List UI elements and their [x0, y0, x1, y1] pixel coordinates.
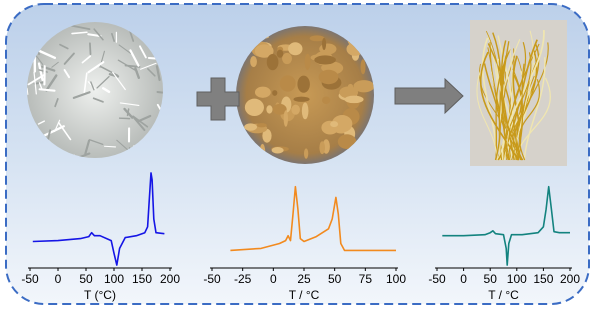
powder-lump: [250, 56, 257, 67]
x-tick-label: 150: [533, 272, 553, 286]
x-tick-label: 150: [132, 272, 152, 286]
x-tick-label: 100: [386, 272, 406, 286]
powder-lump: [353, 80, 374, 92]
powder-lump: [257, 123, 267, 127]
x-tick-label: 50: [79, 272, 93, 286]
powder-lump: [319, 141, 325, 154]
powder-lump: [319, 44, 336, 55]
crystal: [40, 89, 55, 90]
x-tick-label: 200: [560, 272, 580, 286]
x-tick-label: 75: [359, 272, 373, 286]
powder-lump: [319, 70, 339, 84]
x-tick-label: 200: [160, 272, 180, 286]
powder-lump: [314, 55, 336, 64]
powder-lump: [297, 76, 309, 93]
powder-lump: [302, 103, 309, 120]
powder-lump: [272, 147, 284, 153]
powder-lump: [282, 53, 292, 64]
powder-lump: [288, 42, 302, 55]
powder-lump: [291, 105, 300, 115]
x-tick-label: 50: [328, 272, 342, 286]
powder-lump: [255, 87, 271, 98]
crystal: [27, 88, 28, 94]
graphic: -50 0 50 100 150 200 T (°C) -50 -25 0 25 50 75 100 T /…: [0, 0, 595, 309]
x-tick-label: 100: [507, 272, 527, 286]
x-axis-label: T (°C): [84, 288, 116, 302]
x-tick-label: 0: [55, 272, 62, 286]
powder-lump: [322, 97, 330, 104]
x-tick-label: 50: [484, 272, 498, 286]
powder-lump: [293, 97, 309, 102]
powder-lump: [266, 105, 272, 113]
x-tick-label: 25: [297, 272, 311, 286]
powder-lump: [272, 90, 277, 96]
powder-lump: [245, 99, 264, 116]
x-tick-label: 0: [270, 272, 277, 286]
x-tick-label: -50: [203, 272, 221, 286]
powder-lump: [277, 50, 284, 58]
powder-lump: [305, 54, 311, 70]
powder-lump: [284, 110, 288, 126]
x-tick-label: -25: [234, 272, 252, 286]
powder-lump: [280, 75, 296, 91]
powder-lump: [273, 107, 280, 111]
x-tick-label: 0: [460, 272, 467, 286]
powder-lump: [244, 123, 257, 130]
crystal: [90, 43, 91, 54]
x-axis-label: T / °C: [289, 288, 320, 302]
x-tick-label: 100: [104, 272, 124, 286]
powder-lump: [304, 148, 308, 158]
powder-lump: [361, 59, 366, 74]
x-tick-label: -50: [428, 272, 446, 286]
powder-lump: [310, 35, 325, 41]
powder-lump: [344, 96, 363, 104]
powder-lump: [322, 38, 326, 50]
powder-lump: [330, 121, 338, 127]
x-tick-label: -50: [21, 272, 39, 286]
crystal: [105, 146, 116, 147]
x-axis-label: T / °C: [488, 288, 519, 302]
powder-lump: [267, 54, 279, 70]
